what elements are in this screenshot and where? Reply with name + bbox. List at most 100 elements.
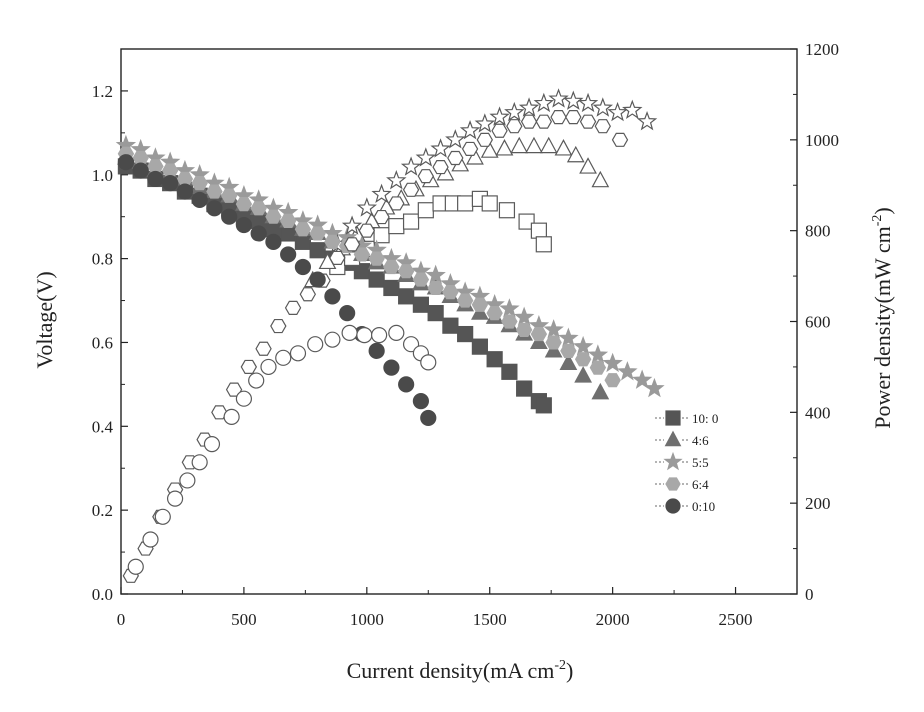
power-point: [373, 209, 390, 225]
power-point: [539, 136, 558, 154]
x-axis-title-main: Current density(mA cm: [347, 658, 555, 683]
voltage-point: [235, 216, 253, 234]
power-point: [179, 472, 196, 489]
legend-marker: [664, 430, 682, 447]
voltage-point: [574, 352, 592, 367]
y-left-tick-label: 0.8: [92, 250, 113, 269]
voltage-point: [513, 306, 535, 326]
voltage-point: [572, 335, 594, 356]
power-point: [307, 336, 324, 353]
power-point: [324, 331, 341, 348]
voltage-point: [486, 351, 503, 368]
power-point: [430, 138, 451, 158]
power-point: [417, 169, 435, 184]
y-left-tick-label: 1.2: [92, 82, 113, 101]
voltage-point: [294, 258, 312, 276]
power-point: [127, 558, 144, 575]
voltage-point: [631, 369, 653, 389]
power-point: [466, 148, 484, 165]
power-point: [476, 132, 494, 147]
y-right-tick-label: 1200: [805, 40, 839, 59]
power-point: [358, 223, 376, 238]
voltage-point: [265, 209, 282, 224]
y-right-axis-title-end: ): [870, 207, 895, 214]
power-point: [533, 92, 555, 113]
series-layer: [115, 88, 665, 583]
power-point: [240, 359, 258, 375]
voltage-point: [398, 376, 415, 393]
power-point: [474, 113, 496, 133]
power-point: [495, 139, 514, 156]
series-power-s10_0: [329, 190, 552, 276]
power-point: [388, 196, 405, 211]
power-point: [400, 156, 422, 176]
voltage-point: [398, 288, 415, 305]
voltage-point: [442, 285, 459, 300]
voltage-point: [176, 183, 194, 200]
voltage-point: [591, 382, 610, 400]
power-point: [447, 150, 464, 166]
power-point: [356, 197, 378, 217]
power-point: [563, 90, 584, 110]
power-point: [166, 490, 184, 507]
power-point: [611, 132, 629, 147]
voltage-point: [250, 201, 267, 216]
power-point: [504, 101, 525, 122]
voltage-point: [530, 326, 548, 342]
y-left-tick-label: 0.2: [92, 501, 113, 520]
x-tick-label: 0: [117, 610, 126, 629]
power-point: [481, 195, 498, 212]
legend-marker: [665, 477, 681, 491]
power-point: [530, 222, 547, 239]
x-tick-label: 500: [231, 610, 257, 629]
power-point: [594, 119, 611, 134]
voltage-point: [589, 360, 607, 375]
voltage-point: [535, 397, 552, 414]
power-point: [506, 119, 523, 134]
voltage-point: [644, 377, 665, 398]
voltage-point: [324, 288, 341, 305]
voltage-point: [191, 176, 208, 191]
y-right-axis-title-main: Power density(mW cm: [870, 226, 895, 428]
voltage-point: [117, 154, 135, 171]
voltage-point: [397, 264, 415, 279]
legend-label: 6:4: [692, 477, 709, 492]
power-point: [510, 136, 529, 154]
power-point: [461, 141, 479, 157]
legend-label: 5:5: [692, 455, 709, 470]
x-axis-title: Current density(mA cm-2): [347, 658, 574, 683]
legend-marker: [665, 410, 681, 426]
power-point: [491, 123, 508, 138]
voltage-point: [604, 373, 621, 388]
voltage-point: [543, 319, 564, 339]
voltage-point: [587, 344, 609, 364]
voltage-point: [412, 393, 429, 410]
series-power-s0_10: [127, 324, 437, 575]
power-point: [566, 145, 585, 163]
y-left-tick-label: 0.0: [92, 585, 113, 604]
power-point: [343, 237, 361, 252]
voltage-point: [309, 242, 326, 259]
series-voltage-s6_4: [117, 146, 621, 388]
axis-ticks: 0 500 1000 1500 2000 25000.00.20.40.60.81.01.…: [92, 40, 839, 629]
voltage-point: [457, 325, 474, 343]
voltage-point: [147, 170, 164, 188]
power-point: [373, 227, 390, 244]
legend-label: 4:6: [692, 433, 709, 448]
power-point: [386, 169, 407, 190]
voltage-point: [324, 234, 341, 249]
y-right-axis-title-sup: -2: [870, 215, 885, 227]
y-right-tick-label: 600: [805, 313, 831, 332]
voltage-point: [558, 327, 579, 347]
voltage-point: [294, 222, 312, 237]
power-point: [154, 508, 171, 525]
voltage-point: [425, 264, 446, 285]
power-point: [579, 157, 597, 174]
legend: 10: 0 4:6 5:5 6:4 0:10: [655, 410, 718, 514]
voltage-point: [221, 208, 238, 225]
power-point: [565, 110, 582, 125]
voltage-point: [617, 361, 638, 381]
x-tick-label: 2000: [596, 610, 630, 629]
power-point: [255, 341, 272, 356]
x-tick-label: 1500: [473, 610, 507, 629]
